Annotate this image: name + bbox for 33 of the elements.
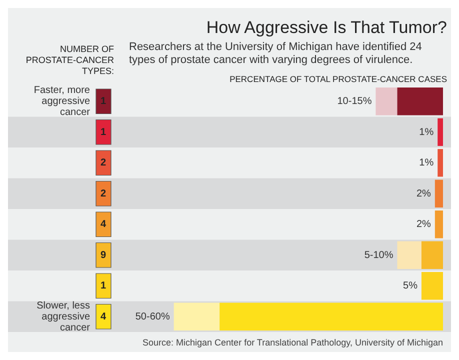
chart-subtitle: Researchers at the University of Michigan have identified 24 types of prostate cancer with varying degrees of virulence. xyxy=(129,41,423,67)
bar xyxy=(434,210,443,238)
text: 1% xyxy=(419,158,434,169)
text: 10-15% xyxy=(337,96,372,108)
chart-title: How Aggressive Is That Tumor? xyxy=(206,18,447,38)
text: 5% xyxy=(403,280,418,292)
text: 2% xyxy=(416,219,431,230)
text: Slower, less aggressive cancer xyxy=(36,300,91,334)
bar xyxy=(438,149,443,177)
y-tick-label: 9 xyxy=(100,250,106,261)
bar xyxy=(438,118,443,146)
y-axis-title: NUMBER OF PROSTATE-CANCER TYPES: xyxy=(24,44,114,77)
bar xyxy=(174,302,220,330)
text: 5-10% xyxy=(364,250,394,261)
x-axis-title: PERCENTAGE OF TOTAL PROSTATE-CANCER CASES xyxy=(230,74,447,84)
y-tick-label: 1 xyxy=(100,126,106,138)
y-tick-label: 2 xyxy=(100,158,106,169)
y-tick-label: 4 xyxy=(100,311,106,322)
y-tick-label: 2 xyxy=(100,188,106,200)
bar xyxy=(434,180,443,208)
text: 1% xyxy=(419,126,434,138)
y-tick-label: 4 xyxy=(100,219,106,230)
y-tick-label: 1 xyxy=(100,96,106,108)
text: 2% xyxy=(416,188,431,200)
source-note: Source: Michigan Center for Translational Pathology, University of Michigan xyxy=(142,337,443,348)
bar xyxy=(421,272,443,300)
bar xyxy=(376,88,398,116)
text: 50-60% xyxy=(135,311,170,322)
bar xyxy=(397,241,422,269)
text: Faster, more aggressive cancer xyxy=(34,85,91,118)
y-tick-label: 1 xyxy=(100,280,106,292)
bar xyxy=(397,88,443,116)
bar xyxy=(421,241,443,269)
